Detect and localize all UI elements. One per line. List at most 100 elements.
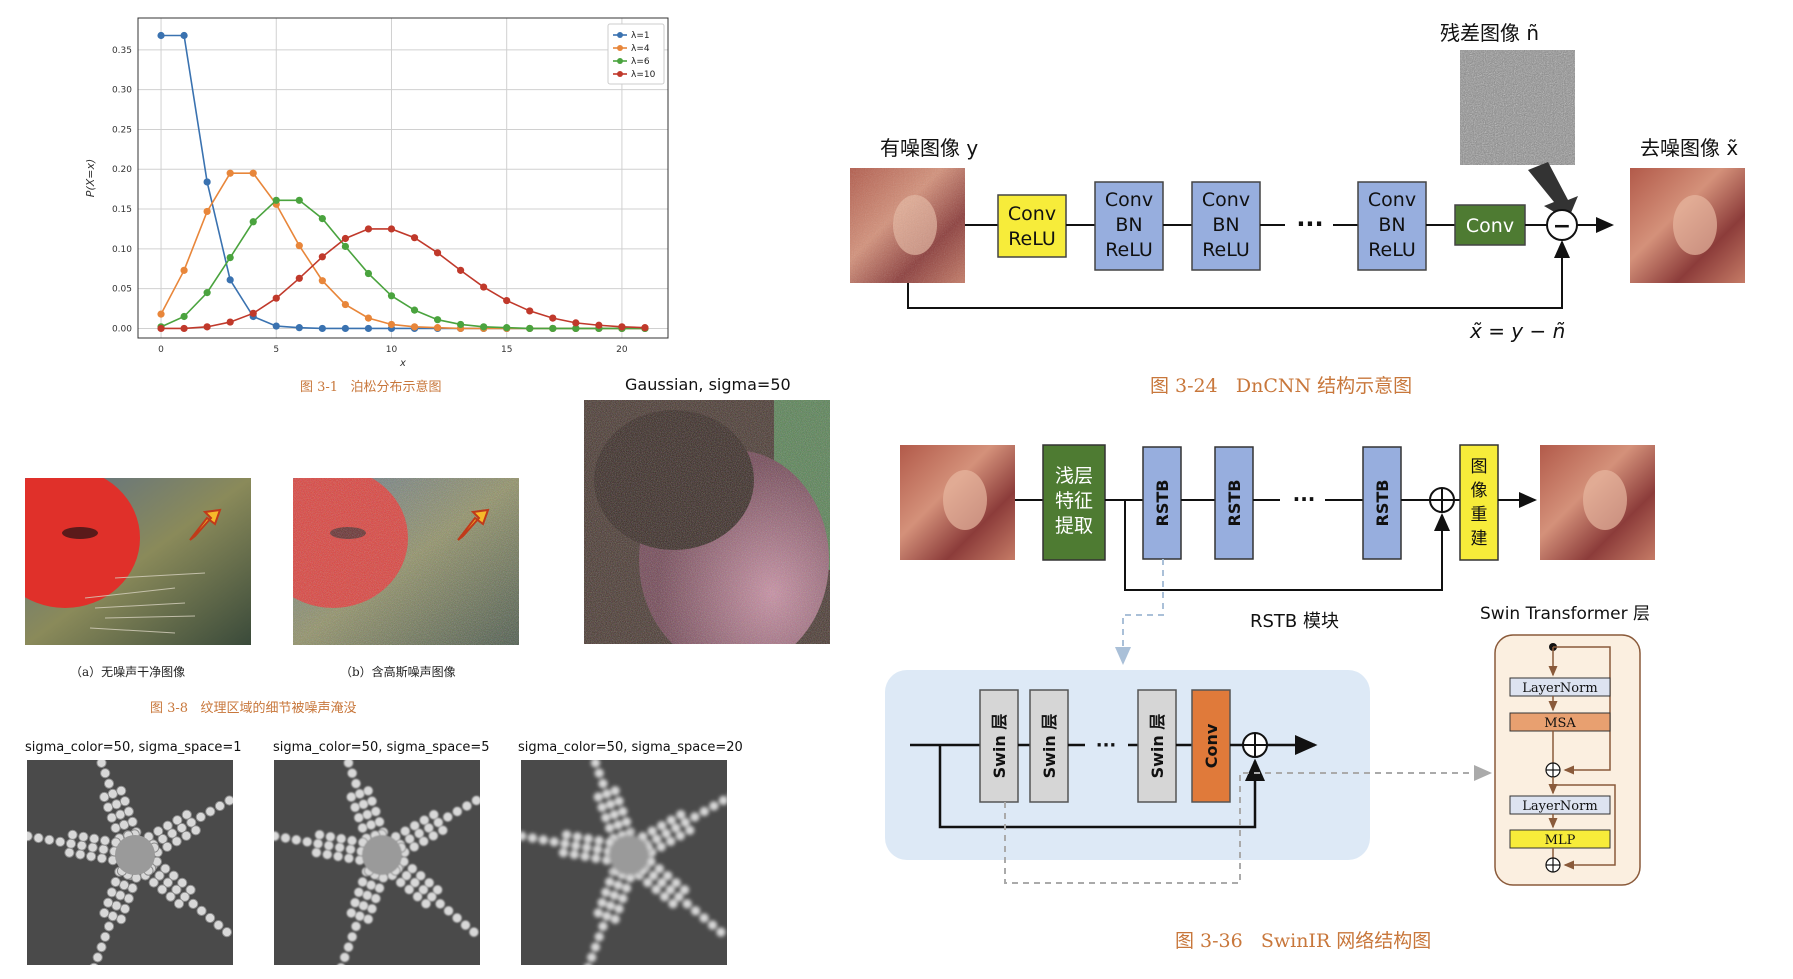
svg-text:图: 图 [1471, 457, 1488, 477]
svg-text:Swin 层: Swin 层 [990, 714, 1009, 779]
add-node-2 [1242, 732, 1268, 758]
x-tick-label: 20 [616, 345, 628, 355]
y-tick-label: 0.20 [112, 165, 132, 175]
dncnn-svg: 残差图像 ñ 有噪图像 y Conv ReLU Conv BN ReLU [850, 21, 1745, 397]
x-axis-label: x [399, 358, 406, 369]
svg-text:BN: BN [1212, 214, 1239, 236]
swinir-dots: ··· [1293, 487, 1316, 511]
svg-text:LayerNorm: LayerNorm [1522, 681, 1597, 696]
data-point [480, 323, 488, 331]
texture-caption: 图 3-8 纹理区域的细节被噪声淹没 [150, 701, 357, 716]
series-line-1 [161, 34, 645, 330]
data-point [387, 320, 396, 329]
arrow-icon [457, 508, 490, 541]
series-line-4 [161, 228, 645, 330]
rstb-block-2: RSTB [1214, 446, 1254, 560]
data-point [226, 254, 234, 262]
dncnn-block-conv-bn-relu-3: Conv BN ReLU [1357, 181, 1427, 271]
legend-marker [617, 32, 623, 38]
noisy-label: 有噪图像 y [880, 136, 978, 160]
arrow-icon [189, 508, 222, 541]
y-tick-label: 0.15 [112, 205, 132, 215]
y-axis-label: P(X=x) [84, 159, 97, 197]
swin-layer-1: Swin 层 [979, 689, 1019, 803]
data-point [180, 324, 188, 333]
data-point [526, 307, 534, 315]
data-point [318, 277, 326, 285]
y-tick-label: 0.05 [112, 285, 132, 295]
dncnn-diagram: 残差图像 ñ 有噪图像 y Conv ReLU Conv BN ReLU [840, 10, 1790, 405]
svg-text:MLP: MLP [1545, 833, 1576, 848]
y-tick-label: 0.35 [112, 46, 132, 56]
rstb-module-panel: Swin 层 Swin 层 ··· Swin 层 Conv [885, 670, 1370, 860]
data-point [180, 312, 188, 321]
dncnn-formula: x̃ = y − ñ [1469, 319, 1565, 343]
data-point [618, 323, 626, 331]
data-point [157, 324, 165, 333]
gaussian-title: Gaussian, sigma=50 [625, 375, 791, 394]
svg-text:建: 建 [1471, 529, 1488, 549]
data-point [272, 196, 280, 204]
subtract-node: − [1546, 209, 1578, 241]
bilateral-label-3: sigma_color=50, sigma_space=20 [518, 740, 743, 755]
data-point [410, 306, 419, 314]
add-node-1 [1429, 487, 1455, 513]
poisson-chart-svg: 0 5 10 15 20 0.00 0.05 0.10 0.15 0.20 0.25 0.30 0.35… [84, 17, 669, 369]
residual-image [1460, 50, 1575, 165]
dncnn-block-conv-relu: Conv ReLU [997, 194, 1067, 258]
y-tick-label: 0.30 [112, 86, 132, 96]
swin-transformer-panel: LayerNorm MSA LayerNorm MLP [1494, 634, 1641, 886]
shallow-feature-block: 浅层 特征 提取 [1042, 444, 1106, 561]
plot-frame [137, 17, 669, 339]
y-tick-label: 0.10 [112, 245, 132, 255]
denoised-label: 去噪图像 x̃ [1640, 136, 1738, 160]
data-point [203, 289, 211, 297]
svg-text:提取: 提取 [1055, 515, 1093, 537]
denoised-image [1630, 168, 1745, 283]
svg-text:ReLU: ReLU [1202, 239, 1250, 261]
legend-entry: λ=6 [631, 57, 650, 67]
swin-layer-2: Swin 层 [1029, 689, 1069, 803]
series-line-3 [160, 199, 645, 330]
mlp-block: MLP [1509, 829, 1611, 849]
data-point [203, 207, 211, 216]
layernorm-2: LayerNorm [1509, 795, 1611, 815]
data-point [295, 196, 303, 204]
mandrill-clean-image [25, 478, 251, 645]
data-point [641, 324, 649, 332]
data-point [318, 214, 326, 223]
dncnn-block-conv-bn-relu-2: Conv BN ReLU [1191, 181, 1261, 271]
residual-arrow-icon [1528, 162, 1578, 220]
svg-text:RSTB: RSTB [1153, 480, 1172, 527]
data-point [295, 324, 303, 332]
swin-transformer-title: Swin Transformer 层 [1480, 604, 1650, 624]
x-tick-label: 0 [158, 345, 164, 355]
svg-text:−: − [1553, 214, 1571, 239]
x-tick-label: 10 [386, 345, 398, 355]
legend-marker [617, 58, 623, 64]
msa-block: MSA [1509, 712, 1611, 732]
svg-text:RSTB: RSTB [1373, 480, 1392, 527]
data-point [341, 242, 349, 251]
dncnn-block-conv-last: Conv [1454, 204, 1526, 246]
dncnn-dots: ··· [1296, 210, 1323, 238]
mandrill-noisy-image [293, 478, 519, 645]
data-point [157, 310, 165, 318]
noisy-image [850, 168, 965, 283]
svg-text:Conv: Conv [1466, 215, 1514, 237]
data-point [341, 324, 349, 333]
module-dots: ··· [1096, 735, 1117, 756]
data-point [457, 320, 465, 329]
poisson-chart: 0 5 10 15 20 0.00 0.05 0.10 0.15 0.20 0.25 0.30 0.35… [80, 8, 680, 378]
bilateral-label-1: sigma_color=50, sigma_space=1 [25, 740, 242, 755]
data-point [295, 242, 303, 250]
data-point [457, 266, 465, 274]
starfish-image-2 [274, 760, 480, 965]
data-point [480, 283, 488, 291]
data-point [341, 234, 349, 243]
data-point [318, 324, 326, 333]
data-point [226, 276, 234, 284]
svg-text:Conv: Conv [1202, 189, 1250, 211]
legend-marker [617, 71, 623, 77]
svg-text:LayerNorm: LayerNorm [1522, 799, 1597, 814]
